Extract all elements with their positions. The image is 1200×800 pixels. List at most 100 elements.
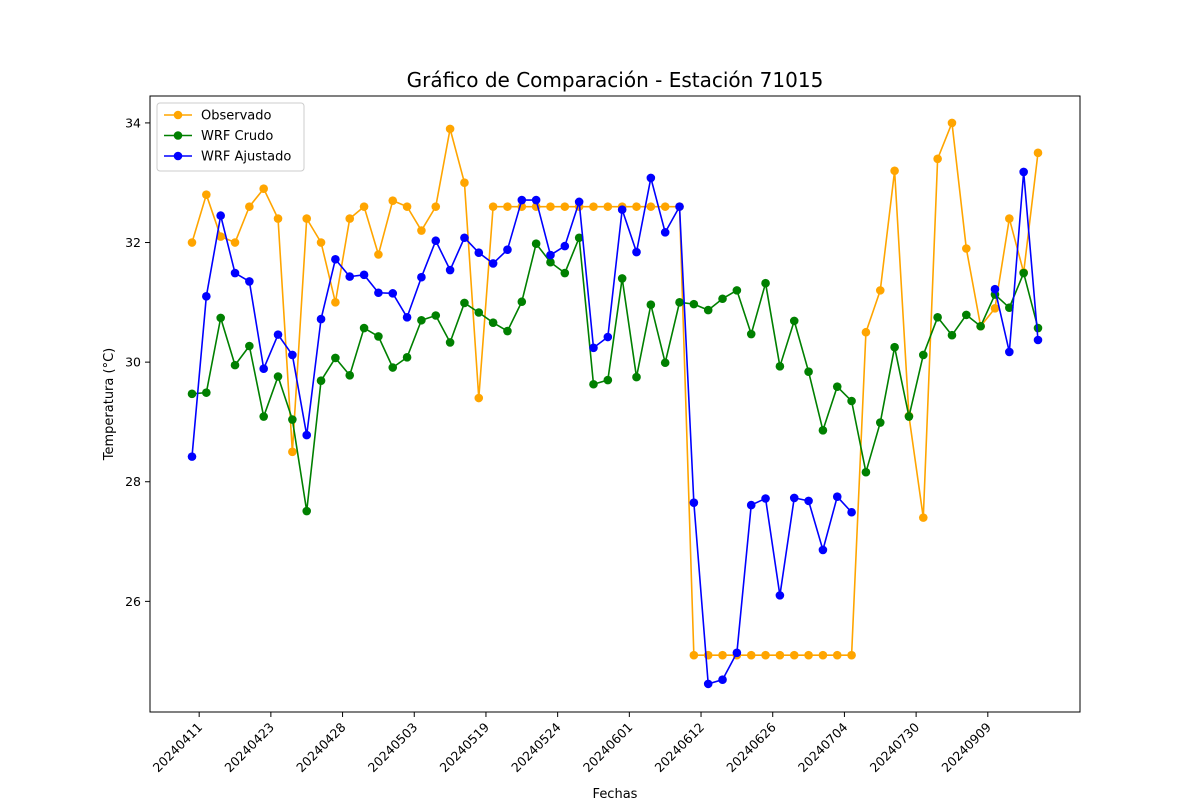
legend-marker <box>173 131 183 140</box>
y-tick-label: 32 <box>125 235 141 250</box>
data-point <box>259 364 268 374</box>
data-point <box>646 202 656 211</box>
data-point <box>359 270 369 280</box>
data-point <box>388 196 398 205</box>
data-point <box>230 360 240 370</box>
y-tick-label: 26 <box>125 594 141 609</box>
data-point <box>646 173 656 183</box>
y-tick-label: 30 <box>125 355 141 370</box>
data-point <box>474 308 484 317</box>
data-point <box>345 272 355 281</box>
data-point <box>947 118 957 128</box>
data-point <box>660 228 670 237</box>
data-point <box>488 259 498 268</box>
data-point <box>560 202 570 211</box>
data-point <box>431 311 441 320</box>
data-point <box>216 232 225 241</box>
data-point <box>431 202 441 211</box>
series-wrf-ajustado <box>187 167 1043 689</box>
data-point <box>933 312 942 322</box>
data-point <box>488 202 498 211</box>
data-point <box>259 412 268 421</box>
data-point <box>460 178 469 188</box>
data-point <box>560 268 570 278</box>
data-point <box>1005 303 1014 313</box>
series-line <box>191 236 1039 512</box>
data-point <box>187 238 197 247</box>
data-point <box>460 233 469 243</box>
data-point <box>746 329 756 339</box>
data-point <box>589 343 598 353</box>
data-point <box>531 195 541 205</box>
data-point <box>488 318 498 327</box>
data-point <box>445 265 455 275</box>
data-point <box>818 426 828 435</box>
data-point <box>345 214 355 223</box>
data-point <box>331 254 340 264</box>
data-point <box>388 289 398 298</box>
legend-marker <box>173 110 183 120</box>
series-layer <box>187 118 1043 689</box>
data-point <box>675 298 684 307</box>
y-tick-label: 28 <box>125 474 141 489</box>
data-point <box>918 513 928 522</box>
data-point <box>388 363 398 372</box>
data-point <box>861 467 871 477</box>
data-point <box>259 184 268 193</box>
data-point <box>1019 268 1028 278</box>
y-axis-label: Temperatura (°C) <box>102 348 117 461</box>
legend-item: WRF Crudo <box>164 129 273 144</box>
data-point <box>316 238 326 247</box>
data-point <box>732 648 742 658</box>
data-point <box>918 350 928 360</box>
data-point <box>245 341 254 351</box>
data-point <box>331 298 340 307</box>
data-point <box>761 494 770 503</box>
data-point <box>288 350 297 360</box>
data-point <box>718 675 727 684</box>
data-point <box>890 342 899 352</box>
data-point <box>331 353 340 363</box>
data-point <box>288 415 297 424</box>
data-point <box>202 388 211 397</box>
data-point <box>804 650 813 660</box>
data-point <box>689 498 699 507</box>
data-point <box>316 376 326 385</box>
data-point <box>503 326 512 336</box>
data-point <box>474 393 484 403</box>
data-point <box>445 338 455 347</box>
legend-label: WRF Ajustado <box>201 150 291 165</box>
data-point <box>589 202 598 211</box>
data-point <box>302 430 312 440</box>
data-point <box>689 299 699 309</box>
data-point <box>789 316 799 326</box>
data-point <box>818 650 828 660</box>
data-point <box>732 286 742 295</box>
data-point <box>1033 148 1043 158</box>
legend: Observado WRF Crudo WRF Ajustado <box>156 102 305 172</box>
data-point <box>474 248 484 257</box>
data-point <box>832 492 842 502</box>
data-point <box>789 493 799 503</box>
data-point <box>804 496 813 506</box>
data-point <box>875 418 885 427</box>
data-point <box>632 202 641 211</box>
data-point <box>245 202 254 211</box>
data-point <box>761 650 770 660</box>
data-point <box>804 367 813 377</box>
legend-label: WRF Crudo <box>201 129 273 144</box>
data-point <box>417 315 426 325</box>
data-point <box>245 277 254 286</box>
data-point <box>359 202 369 211</box>
data-point <box>990 304 1000 313</box>
data-point <box>1033 335 1043 345</box>
data-point <box>230 268 240 278</box>
data-point <box>703 305 713 315</box>
data-point <box>775 362 785 371</box>
data-point <box>431 236 441 246</box>
data-point <box>617 205 627 214</box>
data-point <box>574 197 584 207</box>
data-point <box>832 650 842 660</box>
data-point <box>589 379 598 389</box>
